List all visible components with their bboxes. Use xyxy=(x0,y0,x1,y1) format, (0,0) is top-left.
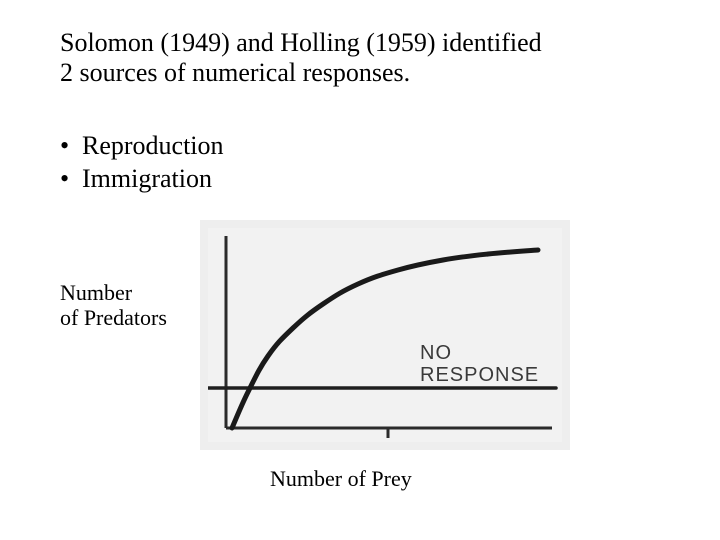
y-axis-label: Number of Predators xyxy=(60,280,167,331)
no-response-annotation: NO RESPONSE xyxy=(420,342,539,386)
annotation-line2: RESPONSE xyxy=(420,364,539,386)
bullet-dot-icon: • xyxy=(60,130,82,163)
chart-svg xyxy=(208,228,562,442)
annotation-line1: NO xyxy=(420,342,452,364)
plot-area: NO RESPONSE xyxy=(208,228,562,442)
title-line-1: Solomon (1949) and Holling (1959) identi… xyxy=(60,28,542,57)
figure: Number of Predators NO RESPONSE Number o… xyxy=(60,220,660,480)
bullet-list: • Reproduction • Immigration xyxy=(60,130,224,195)
bullet-text: Immigration xyxy=(82,163,212,196)
y-axis-label-line2: of Predators xyxy=(60,305,167,330)
bullet-text: Reproduction xyxy=(82,130,224,163)
chart-panel: NO RESPONSE xyxy=(200,220,570,450)
title-line-2: 2 sources of numerical responses. xyxy=(60,58,410,87)
bullet-item: • Immigration xyxy=(60,163,224,196)
slide: { "title": { "line1": "Solomon (1949) an… xyxy=(0,0,720,540)
x-axis-label: Number of Prey xyxy=(270,466,412,492)
bullet-dot-icon: • xyxy=(60,163,82,196)
slide-title: Solomon (1949) and Holling (1959) identi… xyxy=(60,28,660,88)
bullet-item: • Reproduction xyxy=(60,130,224,163)
y-axis-label-line1: Number xyxy=(60,280,132,305)
